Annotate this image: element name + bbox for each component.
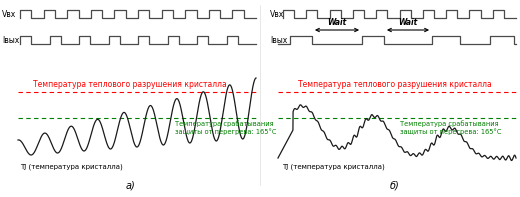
Text: а): а) xyxy=(125,180,135,190)
Text: Wait: Wait xyxy=(398,18,418,27)
Text: TJ (температура кристалла): TJ (температура кристалла) xyxy=(20,163,123,169)
Text: Wait: Wait xyxy=(328,18,347,27)
Text: Температура срабатывания
защиты от перегрева: 165°C: Температура срабатывания защиты от перег… xyxy=(400,120,501,135)
Text: Температура теплового разрушения кристалла: Температура теплового разрушения кристал… xyxy=(33,80,227,89)
Text: Iвых: Iвых xyxy=(2,35,19,45)
Text: Vвх: Vвх xyxy=(2,9,16,19)
Text: TJ (температура кристалла): TJ (температура кристалла) xyxy=(282,163,385,169)
Text: Температура срабатывания
защиты от перегрева: 165°C: Температура срабатывания защиты от перег… xyxy=(175,120,277,135)
Text: б): б) xyxy=(390,180,400,190)
Text: Vвх: Vвх xyxy=(270,9,284,19)
Text: Iвых: Iвых xyxy=(270,35,287,45)
Text: Температура теплового разрушения кристалла: Температура теплового разрушения кристал… xyxy=(298,80,492,89)
